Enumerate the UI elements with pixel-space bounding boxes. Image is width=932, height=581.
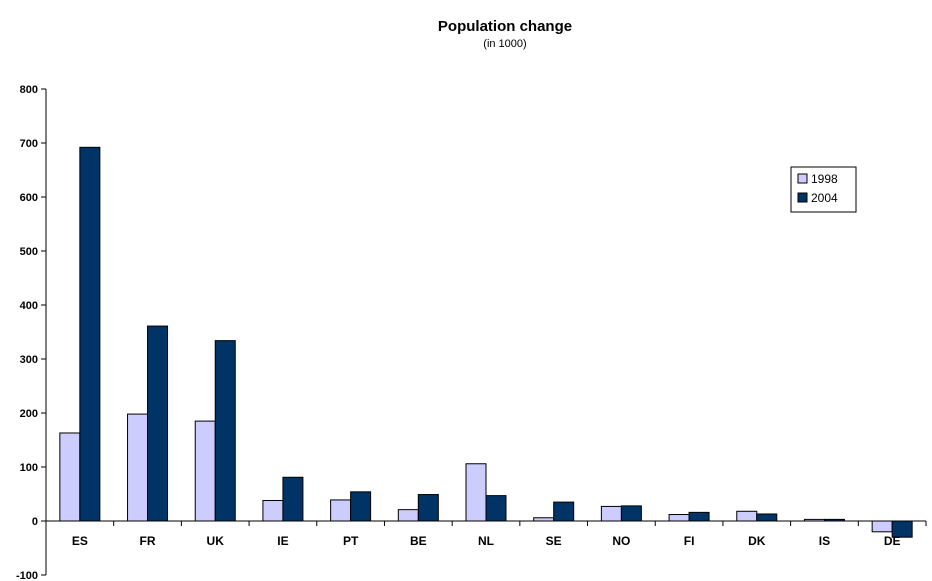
y-tick-label: 100 <box>20 462 38 474</box>
bar-nl-1998 <box>465 463 487 522</box>
x-category-label: PT <box>343 534 359 548</box>
y-tick-label: -100 <box>16 570 38 581</box>
x-category-label: NL <box>478 534 494 548</box>
bar-es-1998 <box>59 432 81 522</box>
bar-fi-1998 <box>668 514 690 522</box>
bar-de-1998 <box>871 520 893 533</box>
x-category-label: DE <box>884 534 901 548</box>
y-tick-label: 500 <box>20 246 38 258</box>
bar-dk-2004 <box>756 513 778 522</box>
y-tick-label: 600 <box>20 192 38 204</box>
chart-title: Population change <box>438 18 572 35</box>
x-category-label: NO <box>612 534 630 548</box>
bar-fi-2004 <box>688 511 710 522</box>
bar-be-1998 <box>397 509 419 522</box>
bar-nl-2004 <box>485 495 507 522</box>
x-category-label: SE <box>546 534 562 548</box>
chart-subtitle: (in 1000) <box>483 38 526 50</box>
bar-ie-2004 <box>282 476 304 522</box>
bar-pt-2004 <box>350 491 372 522</box>
bar-uk-2004 <box>214 340 236 522</box>
y-tick-label: 800 <box>20 84 38 96</box>
legend: 1998 2004 <box>790 166 857 213</box>
legend-label-2004: 2004 <box>811 191 838 205</box>
x-category-label: UK <box>207 534 225 548</box>
legend-swatch-1998 <box>797 173 808 184</box>
y-tick-label: 400 <box>20 300 38 312</box>
bar-dk-1998 <box>736 510 758 522</box>
y-tick-label: 200 <box>20 408 38 420</box>
bar-es-2004 <box>79 146 101 522</box>
x-category-label: IE <box>277 534 288 548</box>
bar-uk-1998 <box>194 420 216 522</box>
legend-box <box>790 166 857 213</box>
bar-fr-1998 <box>127 413 149 522</box>
y-axis: -100 0 100 200 300 400 500 600 700 800 <box>16 84 47 581</box>
x-category-label: IS <box>819 534 830 548</box>
bar-ie-1998 <box>262 499 284 522</box>
x-category-label: DK <box>748 534 766 548</box>
y-tick-label: 0 <box>32 516 38 528</box>
bar-be-2004 <box>417 494 439 522</box>
bar-no-1998 <box>600 505 622 522</box>
bar-no-2004 <box>620 505 642 522</box>
y-tick-label: 700 <box>20 138 38 150</box>
bar-pt-1998 <box>330 499 352 522</box>
x-category-label: FI <box>684 534 695 548</box>
bar-se-2004 <box>553 501 575 522</box>
x-category-label: ES <box>72 534 88 548</box>
bars <box>59 146 913 538</box>
y-tick-label: 300 <box>20 354 38 366</box>
x-category-label: FR <box>140 534 156 548</box>
bar-fr-2004 <box>147 325 169 522</box>
legend-label-1998: 1998 <box>811 172 838 186</box>
legend-swatch-2004 <box>797 192 808 203</box>
x-category-label: BE <box>410 534 427 548</box>
x-axis: ES FR UK IE PT BE NL SE NO FI DK IS DE <box>45 520 927 548</box>
